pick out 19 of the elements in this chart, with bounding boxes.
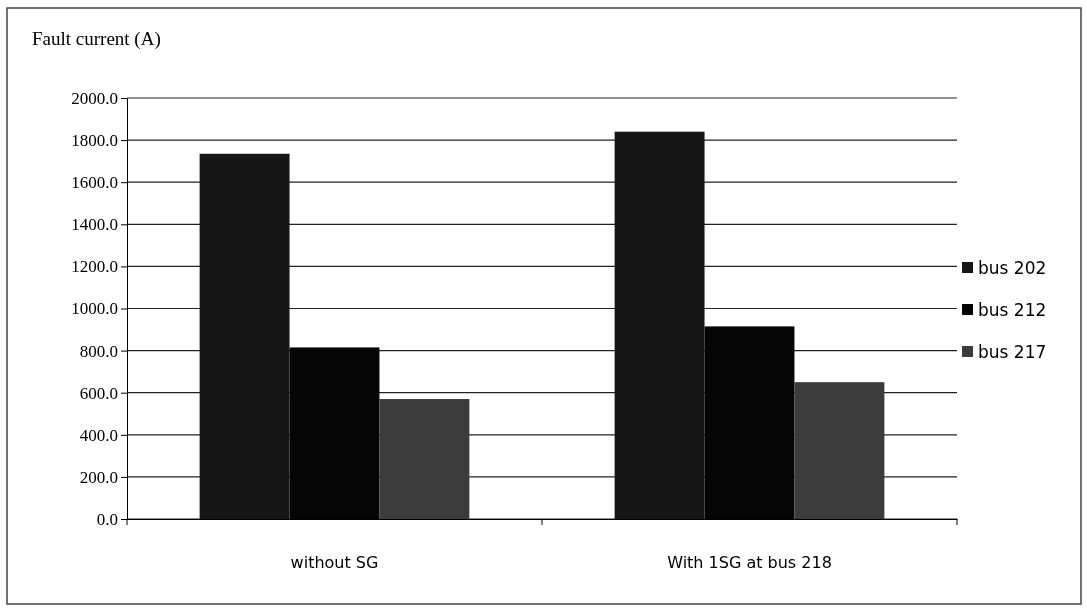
y-tick-label: 2000.0 bbox=[71, 88, 118, 108]
y-tick-label: 200.0 bbox=[79, 467, 118, 487]
legend-label: bus 217 bbox=[978, 342, 1047, 362]
legend-label: bus 202 bbox=[978, 258, 1047, 278]
y-tick-label: 1800.0 bbox=[71, 131, 118, 151]
x-tick-label: without SG bbox=[290, 553, 379, 573]
y-tick-label: 600.0 bbox=[79, 383, 118, 403]
bar bbox=[379, 399, 470, 519]
y-tick-label: 1000.0 bbox=[71, 299, 118, 319]
y-tick-label: 1200.0 bbox=[71, 257, 118, 277]
y-tick-label: 400.0 bbox=[79, 425, 118, 445]
y-tick-label: 0.0 bbox=[96, 509, 118, 529]
chart-title: Fault current (A) bbox=[32, 28, 161, 50]
y-tick-label: 1400.0 bbox=[71, 215, 118, 235]
bar bbox=[794, 382, 885, 519]
y-tick-label: 1600.0 bbox=[71, 173, 118, 193]
x-tick-label: With 1SG at bus 218 bbox=[667, 553, 832, 573]
y-tick-label: 800.0 bbox=[79, 341, 118, 361]
legend-label: bus 212 bbox=[978, 300, 1047, 320]
